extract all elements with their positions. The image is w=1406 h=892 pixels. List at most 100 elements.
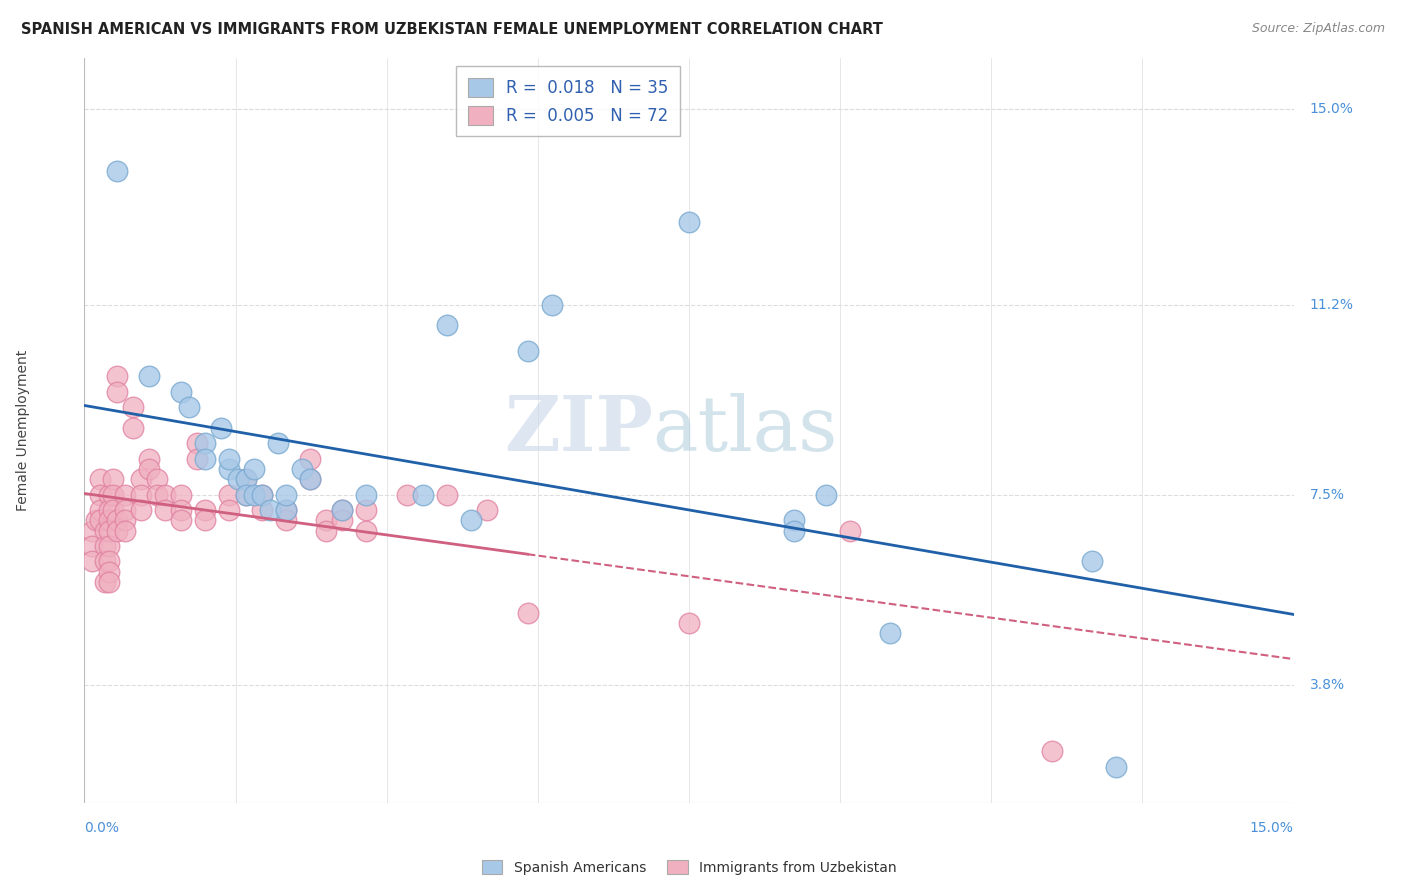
Point	[97, 524, 120, 538]
Point	[274, 487, 297, 501]
Point	[218, 462, 240, 476]
Point	[783, 513, 806, 527]
Point	[356, 524, 378, 538]
Point	[101, 487, 124, 501]
Point	[129, 503, 152, 517]
Point	[315, 513, 337, 527]
Point	[93, 554, 115, 568]
Point	[97, 503, 120, 517]
Text: 11.2%: 11.2%	[1309, 298, 1354, 311]
Point	[97, 513, 120, 527]
Text: 0.0%: 0.0%	[84, 821, 120, 835]
Point	[412, 487, 434, 501]
Point	[299, 472, 322, 486]
Point	[250, 487, 273, 501]
Point	[218, 503, 240, 517]
Point	[89, 472, 111, 486]
Point	[101, 503, 124, 517]
Point	[274, 503, 297, 517]
Point	[194, 451, 217, 466]
Point	[235, 487, 257, 501]
Point	[291, 462, 314, 476]
Point	[330, 503, 353, 517]
Point	[226, 472, 249, 486]
Text: SPANISH AMERICAN VS IMMIGRANTS FROM UZBEKISTAN FEMALE UNEMPLOYMENT CORRELATION C: SPANISH AMERICAN VS IMMIGRANTS FROM UZBE…	[21, 22, 883, 37]
Point	[129, 472, 152, 486]
Text: 15.0%: 15.0%	[1250, 821, 1294, 835]
Point	[250, 503, 273, 517]
Point	[218, 451, 240, 466]
Point	[105, 513, 128, 527]
Point	[330, 513, 353, 527]
Point	[138, 462, 160, 476]
Point	[114, 503, 136, 517]
Point	[242, 487, 264, 501]
Point	[93, 524, 115, 538]
Point	[97, 539, 120, 553]
Point	[153, 487, 176, 501]
Point	[783, 524, 806, 538]
Point	[86, 513, 108, 527]
Point	[1081, 554, 1104, 568]
Point	[170, 487, 193, 501]
Text: atlas: atlas	[652, 393, 838, 467]
Point	[105, 369, 128, 384]
Point	[541, 297, 564, 311]
Point	[356, 503, 378, 517]
Point	[93, 574, 115, 589]
Point	[138, 451, 160, 466]
Point	[814, 487, 837, 501]
Point	[153, 503, 176, 517]
Point	[114, 513, 136, 527]
Point	[82, 524, 104, 538]
Point	[89, 487, 111, 501]
Point	[194, 513, 217, 527]
Point	[114, 524, 136, 538]
Point	[678, 615, 700, 630]
Point	[146, 487, 169, 501]
Point	[194, 436, 217, 450]
Point	[1105, 760, 1128, 774]
Point	[460, 513, 482, 527]
Point	[146, 472, 169, 486]
Point	[82, 539, 104, 553]
Point	[315, 524, 337, 538]
Text: Source: ZipAtlas.com: Source: ZipAtlas.com	[1251, 22, 1385, 36]
Point	[105, 164, 128, 178]
Point	[839, 524, 862, 538]
Point	[93, 539, 115, 553]
Point	[250, 487, 273, 501]
Point	[235, 487, 257, 501]
Legend: Spanish Americans, Immigrants from Uzbekistan: Spanish Americans, Immigrants from Uzbek…	[477, 855, 901, 880]
Point	[105, 524, 128, 538]
Point	[186, 451, 208, 466]
Point	[330, 503, 353, 517]
Text: ZIP: ZIP	[503, 393, 652, 467]
Legend: R =  0.018   N = 35, R =  0.005   N = 72: R = 0.018 N = 35, R = 0.005 N = 72	[456, 66, 681, 136]
Point	[516, 606, 538, 620]
Point	[395, 487, 418, 501]
Point	[97, 565, 120, 579]
Point	[516, 343, 538, 358]
Point	[235, 472, 257, 486]
Point	[97, 554, 120, 568]
Point	[436, 487, 458, 501]
Point	[97, 574, 120, 589]
Point	[82, 554, 104, 568]
Point	[129, 487, 152, 501]
Point	[89, 513, 111, 527]
Point	[121, 401, 143, 415]
Point	[105, 384, 128, 399]
Point	[299, 472, 322, 486]
Point	[235, 472, 257, 486]
Point	[242, 462, 264, 476]
Text: 7.5%: 7.5%	[1309, 488, 1344, 501]
Point	[274, 503, 297, 517]
Text: Female Unemployment: Female Unemployment	[15, 350, 30, 511]
Point	[186, 436, 208, 450]
Point	[179, 401, 201, 415]
Point	[356, 487, 378, 501]
Point	[89, 503, 111, 517]
Point	[299, 451, 322, 466]
Point	[1040, 744, 1063, 758]
